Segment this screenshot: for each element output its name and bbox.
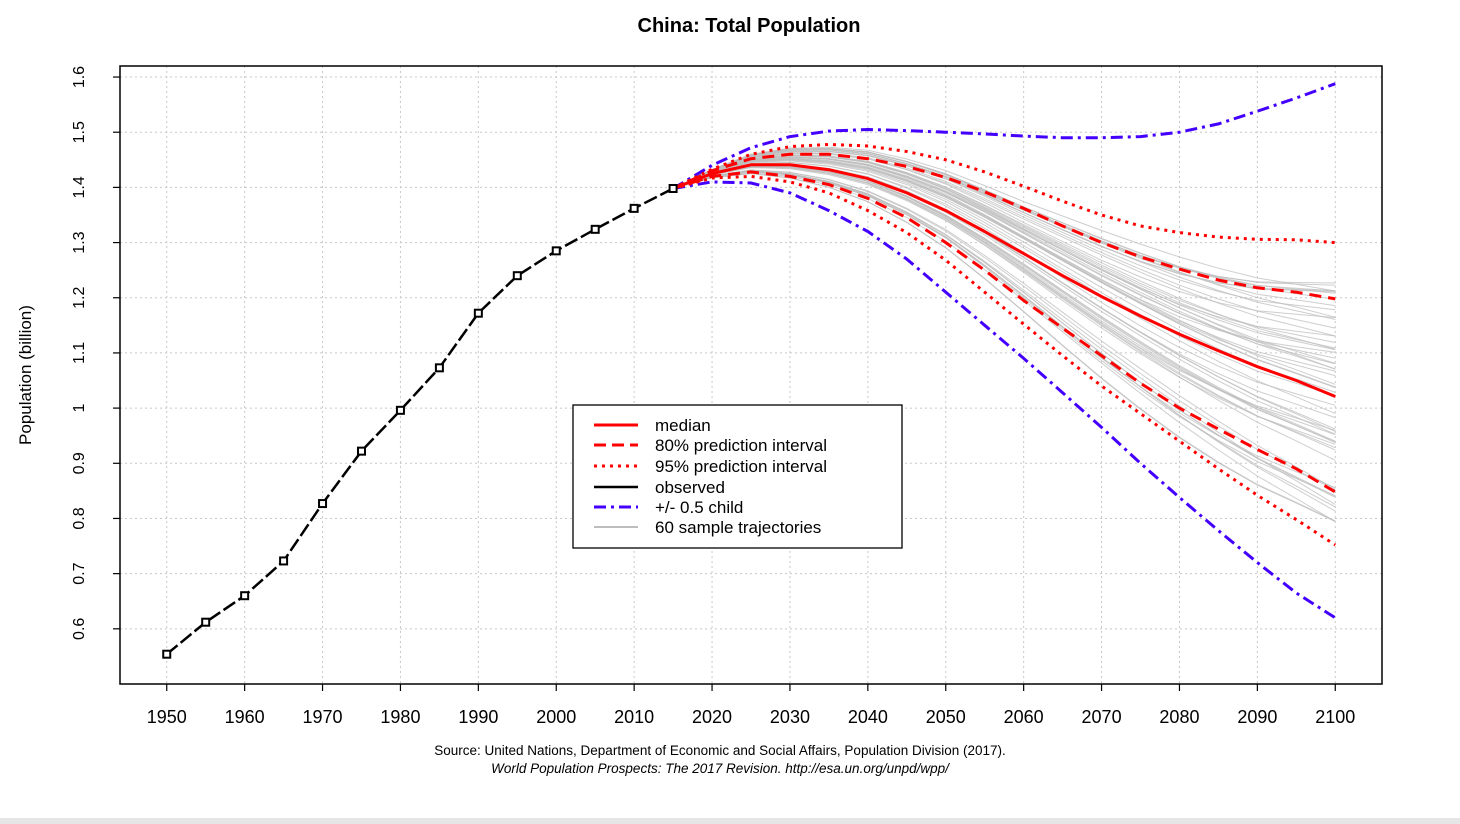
y-tick-label-0.7: 0.7	[71, 562, 88, 584]
trajectory-23	[672, 160, 1336, 396]
series-median	[672, 163, 1336, 398]
x-tick-label-2060: 2060	[1004, 707, 1044, 727]
legend-box	[572, 404, 903, 549]
x-tick-label-2050: 2050	[926, 707, 966, 727]
series--0-5-child	[672, 82, 1336, 190]
observed-point-1955	[201, 617, 211, 627]
observed-point-2015	[668, 183, 678, 193]
observed-point-1950	[162, 649, 172, 659]
plot-frame	[119, 65, 1383, 685]
y-tick-label-1.3: 1.3	[71, 231, 88, 253]
x-tick-label-2020: 2020	[692, 707, 732, 727]
observed-point-1975	[356, 446, 366, 456]
y-tick-label-1.6: 1.6	[71, 66, 88, 88]
x-tick-label-2100: 2100	[1315, 707, 1355, 727]
legend-label-child: +/- 0.5 child	[655, 498, 743, 517]
observed-point-1990	[473, 308, 483, 318]
trajectory-8	[672, 165, 1336, 436]
trajectory-36	[672, 161, 1336, 406]
trajectory-57	[672, 151, 1336, 320]
observed-points	[162, 183, 678, 659]
sample-trajectories	[672, 146, 1336, 523]
legend-label-observed: observed	[655, 478, 725, 497]
observed-point-1970	[318, 499, 328, 509]
trajectory-4	[672, 166, 1336, 445]
trajectory-45	[672, 146, 1336, 292]
trajectory-39	[672, 159, 1336, 393]
y-axis: 0.6 0.7 0.8 0.9 1 1.1 1.2 1.3 1.4 1.5 1.6	[71, 66, 120, 640]
y-axis-label: Population (billion)	[16, 305, 35, 445]
trajectory-5	[672, 154, 1336, 343]
legend-label-trajectories: 60 sample trajectories	[655, 518, 821, 537]
bottom-strip	[0, 818, 1460, 824]
chart-title: China: Total Population	[638, 15, 861, 37]
series-80-lower	[672, 170, 1337, 494]
trajectory-56	[672, 156, 1336, 370]
series-80-upper	[672, 152, 1336, 301]
x-tick-label-2090: 2090	[1237, 707, 1277, 727]
x-axis: 1950 1960 1970 1980 1990 2000 2010 2020 2030 2040…	[147, 684, 1355, 727]
y-tick-label-1.1: 1.1	[71, 342, 88, 364]
x-tick-label-1970: 1970	[303, 707, 343, 727]
trajectory-59	[672, 170, 1336, 498]
legend-label-median: median	[655, 416, 711, 435]
x-tick-label-1950: 1950	[147, 707, 187, 727]
y-tick-label-1.2: 1.2	[71, 287, 88, 309]
trajectory-2	[672, 167, 1336, 461]
series-lines	[165, 82, 1337, 656]
x-tick-label-2030: 2030	[770, 707, 810, 727]
x-tick-label-2070: 2070	[1082, 707, 1122, 727]
legend: median 80% prediction interval 95% predi…	[572, 404, 903, 549]
observed-point-1985	[434, 363, 444, 373]
observed-point-1995	[512, 271, 522, 281]
y-tick-label-0.8: 0.8	[71, 507, 88, 529]
trajectory-44	[672, 169, 1336, 490]
x-tick-label-1990: 1990	[458, 707, 498, 727]
x-tick-label-2010: 2010	[614, 707, 654, 727]
series-observed	[165, 187, 674, 656]
x-tick-label-2040: 2040	[848, 707, 888, 727]
series--0-5-child	[672, 180, 1337, 620]
y-tick-label-1.4: 1.4	[71, 176, 88, 198]
trajectory-41	[672, 152, 1336, 319]
trajectory-60	[672, 172, 1336, 522]
x-tick-label-1960: 1960	[225, 707, 265, 727]
trajectory-54	[672, 158, 1336, 388]
legend-label-80: 80% prediction interval	[655, 436, 827, 455]
observed-point-2010	[629, 203, 639, 213]
trajectory-38	[672, 156, 1336, 364]
trajectory-58	[672, 165, 1336, 431]
observed-point-2005	[590, 224, 600, 234]
observed-point-1965	[279, 556, 289, 566]
observed-point-2000	[551, 246, 561, 256]
observed-point-1960	[240, 591, 250, 601]
source-line-1: Source: United Nations, Department of Ec…	[434, 743, 1006, 758]
x-tick-label-1980: 1980	[380, 707, 420, 727]
trajectory-14	[672, 157, 1336, 372]
y-tick-label-1.5: 1.5	[71, 121, 88, 143]
x-tick-label-2080: 2080	[1159, 707, 1199, 727]
series-95-lower	[672, 174, 1337, 547]
y-tick-label-1: 1	[71, 404, 88, 413]
legend-label-95: 95% prediction interval	[655, 457, 827, 476]
source-line-2: World Population Prospects: The 2017 Rev…	[491, 761, 950, 776]
x-tick-label-2000: 2000	[536, 707, 576, 727]
y-tick-label-0.6: 0.6	[71, 618, 88, 640]
observed-point-1980	[395, 405, 405, 415]
y-tick-label-0.9: 0.9	[71, 452, 88, 474]
